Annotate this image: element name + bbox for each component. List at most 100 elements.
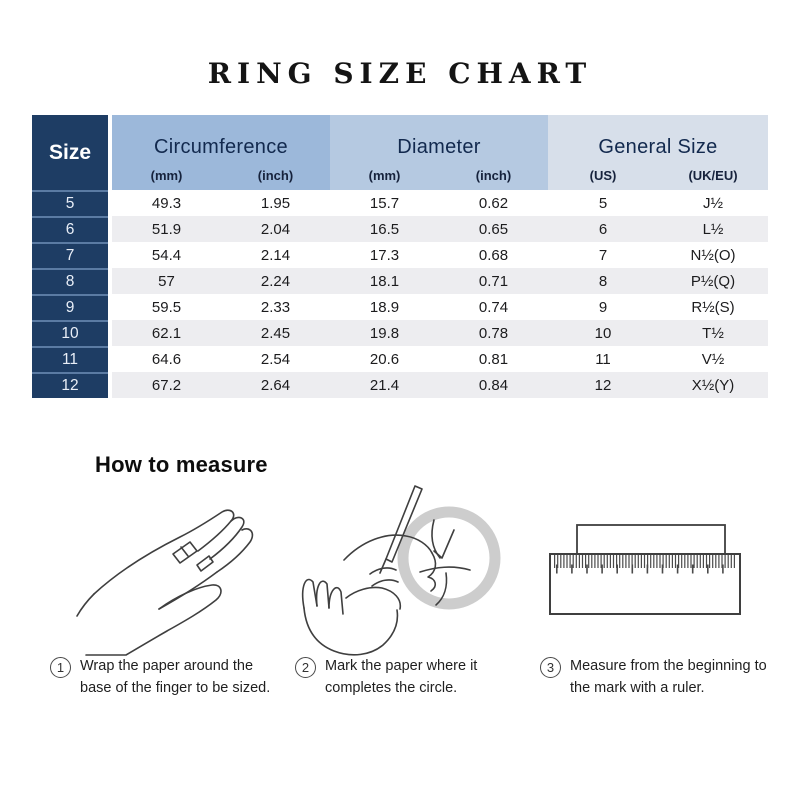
row-gap: [108, 294, 112, 320]
row-gap: [108, 320, 112, 346]
row-values: 64.6 2.54 20.6 0.81 11 V½: [112, 346, 768, 372]
value-cell: 57: [158, 272, 175, 290]
general-size-label: General Size: [598, 136, 718, 158]
value-cell: 6: [598, 220, 608, 238]
row-gap: [108, 268, 112, 294]
mark-paper-illustration: [286, 478, 508, 665]
circumference-label: Circumference: [154, 136, 288, 158]
step-text: Wrap the paper around the base of the fi…: [80, 658, 271, 696]
value-cell: 51.9: [151, 220, 182, 238]
hand-wrap-illustration: [72, 492, 282, 662]
value-cell: 18.1: [369, 272, 400, 290]
value-cell: V½: [701, 350, 725, 368]
value-cell: 0.62: [478, 194, 509, 212]
size-cell: 5: [32, 190, 108, 216]
row-values: 49.3 1.95 15.7 0.62 5 J½: [112, 190, 768, 216]
value-cell: 1.95: [260, 194, 291, 212]
circumference-mm-label: (mm): [150, 168, 183, 183]
size-cell: 9: [32, 294, 108, 320]
value-cell: 0.78: [478, 324, 509, 342]
value-cell: 2.24: [260, 272, 291, 290]
table-row: 11 64.6 2.54 20.6 0.81 11 V½: [32, 346, 768, 372]
size-cell: 12: [32, 372, 108, 398]
value-cell: 7: [598, 246, 608, 264]
value-cell: 18.9: [369, 298, 400, 316]
value-cell: 12: [594, 376, 612, 394]
table-row: 8 57 2.24 18.1 0.71 8 P½(Q): [32, 268, 768, 294]
size-cell: 11: [32, 346, 108, 372]
measure-step: 2 Mark the paper where it completes the c…: [295, 656, 497, 700]
value-cell: 2.04: [260, 220, 291, 238]
value-cell: 10: [594, 324, 612, 342]
value-cell: N½(O): [690, 246, 736, 264]
value-cell: 2.45: [260, 324, 291, 342]
value-cell: R½(S): [691, 298, 735, 316]
value-cell: 15.7: [369, 194, 400, 212]
value-cell: 5: [598, 194, 608, 212]
value-cell: 0.81: [478, 350, 509, 368]
value-cell: 8: [598, 272, 608, 290]
diameter-mm-label: (mm): [368, 168, 401, 183]
row-values: 57 2.24 18.1 0.71 8 P½(Q): [112, 268, 768, 294]
size-column-header: Size: [32, 115, 108, 190]
table-header: Size Circumference (mm) (inch) Diameter …: [32, 115, 768, 190]
step-text: Measure from the beginning to the mark w…: [570, 658, 767, 696]
value-cell: 64.6: [151, 350, 182, 368]
ruler-illustration: [543, 518, 749, 638]
value-cell: L½: [702, 220, 724, 238]
row-values: 59.5 2.33 18.9 0.74 9 R½(S): [112, 294, 768, 320]
value-cell: 0.65: [478, 220, 509, 238]
value-cell: 2.14: [260, 246, 291, 264]
circumference-header-group: Circumference (mm) (inch): [112, 115, 330, 190]
step-text: Mark the paper where it completes the ci…: [325, 658, 478, 696]
value-cell: 0.84: [478, 376, 509, 394]
value-cell: 17.3: [369, 246, 400, 264]
header-gap: [108, 115, 112, 190]
table-row: 5 49.3 1.95 15.7 0.62 5 J½: [32, 190, 768, 216]
value-cell: 0.74: [478, 298, 509, 316]
value-cell: 11: [595, 350, 611, 368]
value-cell: 2.64: [260, 376, 291, 394]
step-number-badge: 1: [50, 657, 71, 678]
row-gap: [108, 242, 112, 268]
step-number-badge: 3: [540, 657, 561, 678]
row-values: 51.9 2.04 16.5 0.65 6 L½: [112, 216, 768, 242]
paper-strip: [576, 524, 726, 556]
uk-eu-size-label: (UK/EU): [688, 168, 738, 183]
table-row: 12 67.2 2.64 21.4 0.84 12 X½(Y): [32, 372, 768, 398]
value-cell: 62.1: [151, 324, 182, 342]
value-cell: 16.5: [369, 220, 400, 238]
table-body: 5 49.3 1.95 15.7 0.62 5 J½ 6 51.9 2.04 16.5 0.65 6 L½…: [32, 190, 768, 398]
value-cell: 20.6: [369, 350, 400, 368]
value-cell: 21.4: [369, 376, 400, 394]
value-cell: 54.4: [151, 246, 182, 264]
size-cell: 10: [32, 320, 108, 346]
step-number-badge: 2: [295, 657, 316, 678]
table-row: 6 51.9 2.04 16.5 0.65 6 L½: [32, 216, 768, 242]
row-values: 62.1 2.45 19.8 0.78 10 T½: [112, 320, 768, 346]
how-to-measure-heading: How to measure: [95, 452, 268, 477]
value-cell: 0.68: [478, 246, 509, 264]
value-cell: T½: [702, 324, 724, 342]
value-cell: 2.54: [260, 350, 291, 368]
value-cell: 0.71: [478, 272, 509, 290]
value-cell: 9: [598, 298, 608, 316]
table-row: 7 54.4 2.14 17.3 0.68 7 N½(O): [32, 242, 768, 268]
measure-step: 3 Measure from the beginning to the mark …: [540, 656, 775, 700]
value-cell: 67.2: [151, 376, 182, 394]
diameter-inch-label: (inch): [475, 168, 512, 183]
us-size-label: (US): [589, 168, 617, 183]
row-gap: [108, 372, 112, 398]
size-cell: 8: [32, 268, 108, 294]
row-gap: [108, 190, 112, 216]
diameter-header-group: Diameter (mm) (inch): [330, 115, 548, 190]
magnifier-ring: [397, 506, 501, 610]
value-cell: 2.33: [260, 298, 291, 316]
table-row: 9 59.5 2.33 18.9 0.74 9 R½(S): [32, 294, 768, 320]
diameter-label: Diameter: [397, 136, 481, 158]
row-gap: [108, 346, 112, 372]
table-row: 10 62.1 2.45 19.8 0.78 10 T½: [32, 320, 768, 346]
value-cell: P½(Q): [690, 272, 736, 290]
row-gap: [108, 216, 112, 242]
